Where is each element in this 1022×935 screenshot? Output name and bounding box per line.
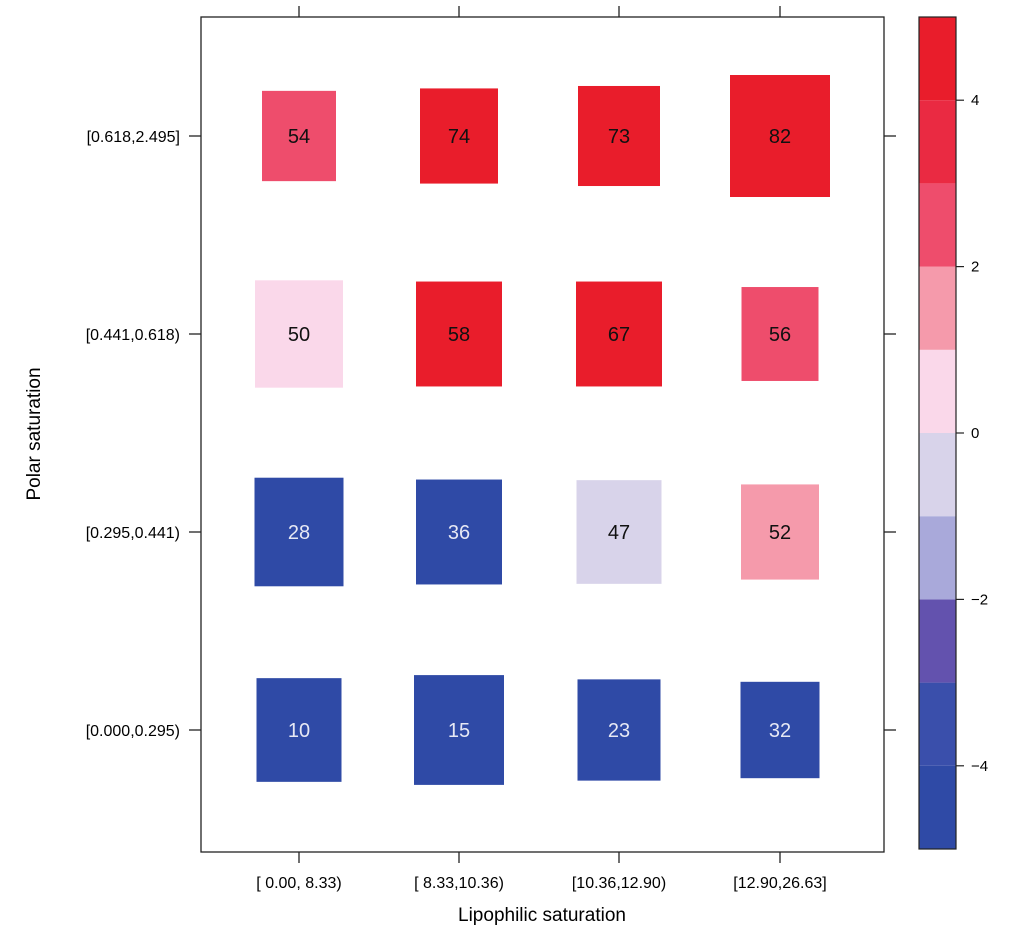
cell-label: 52 xyxy=(769,522,791,544)
cell-label: 50 xyxy=(288,324,310,346)
plot-frame xyxy=(200,16,885,853)
cell-label: 10 xyxy=(288,720,310,742)
x-axis-title: Lipophilic saturation xyxy=(458,905,626,926)
colorbar-bin xyxy=(919,682,956,766)
x-tick-label: [ 8.33,10.36) xyxy=(414,875,504,892)
ticks-layer: [ 0.00, 8.33) [ 8.33,10.36) [10.36,12.90) [… xyxy=(86,6,896,892)
y-tick-label: [0.295,0.441) xyxy=(86,525,180,542)
heatmap-cell xyxy=(576,480,662,584)
cell-label: 36 xyxy=(448,522,470,544)
heatmap-cell xyxy=(255,280,343,388)
y-tick-label: [0.441,0.618) xyxy=(86,327,180,344)
cell-label: 23 xyxy=(608,720,630,742)
colorbar-tick-label: 4 xyxy=(971,92,979,109)
cell-label: 32 xyxy=(769,720,791,742)
heatmap-cell xyxy=(741,484,819,580)
cell-label: 73 xyxy=(608,126,630,148)
colorbar-bin xyxy=(919,433,956,517)
colorbar-bin xyxy=(919,266,956,350)
cell-label: 54 xyxy=(288,126,310,148)
cell-label: 74 xyxy=(448,126,470,148)
heatmap-cell xyxy=(740,681,820,779)
cell-label: 47 xyxy=(608,522,630,544)
colorbar-bin xyxy=(919,17,956,101)
heatmap-cell xyxy=(577,679,661,781)
colorbar-tick-label: 0 xyxy=(971,425,979,442)
colorbar-bin xyxy=(919,516,956,600)
cell-label: 28 xyxy=(288,522,310,544)
x-tick-label: [12.90,26.63] xyxy=(733,875,826,892)
heatmap-cell xyxy=(414,675,504,785)
colorbar-bin xyxy=(919,599,956,683)
x-tick-label: [10.36,12.90) xyxy=(572,875,666,892)
heatmap-cell xyxy=(741,287,819,381)
y-tick-label: [0.618,2.495] xyxy=(87,129,180,146)
heatmap-cell xyxy=(416,281,502,387)
cell-label: 82 xyxy=(769,126,791,148)
colorbar-bin xyxy=(919,183,956,267)
colorbar-tick-label: −4 xyxy=(971,758,988,775)
cell-label: 67 xyxy=(608,324,630,346)
heatmap-cell xyxy=(254,477,344,587)
cell-label: 58 xyxy=(448,324,470,346)
y-tick-label: [0.000,0.295) xyxy=(86,723,180,740)
colorbar-tick-label: −2 xyxy=(971,591,988,608)
heatmap-cell xyxy=(578,85,660,187)
colorbar-bin xyxy=(919,100,956,184)
heatmap-cell xyxy=(262,90,336,182)
colorbar: 4 2 0 −2 −4 xyxy=(918,16,988,850)
heatmap-cell xyxy=(576,281,662,387)
heatmap-cell xyxy=(730,75,830,197)
y-axis-title: Polar saturation xyxy=(24,367,45,500)
heatmap-cell xyxy=(420,88,498,184)
cells-layer: 54 74 73 82 50 58 67 56 28 36 47 52 10 15 23 32 xyxy=(254,75,830,785)
heatmap-cell xyxy=(416,479,502,585)
cell-label: 15 xyxy=(448,720,470,742)
x-tick-label: [ 0.00, 8.33) xyxy=(256,875,341,892)
colorbar-tick-label: 2 xyxy=(971,259,979,276)
colorbar-bin xyxy=(919,349,956,433)
heatmap-cell xyxy=(256,678,342,782)
colorbar-bin xyxy=(919,765,956,849)
cell-label: 56 xyxy=(769,324,791,346)
